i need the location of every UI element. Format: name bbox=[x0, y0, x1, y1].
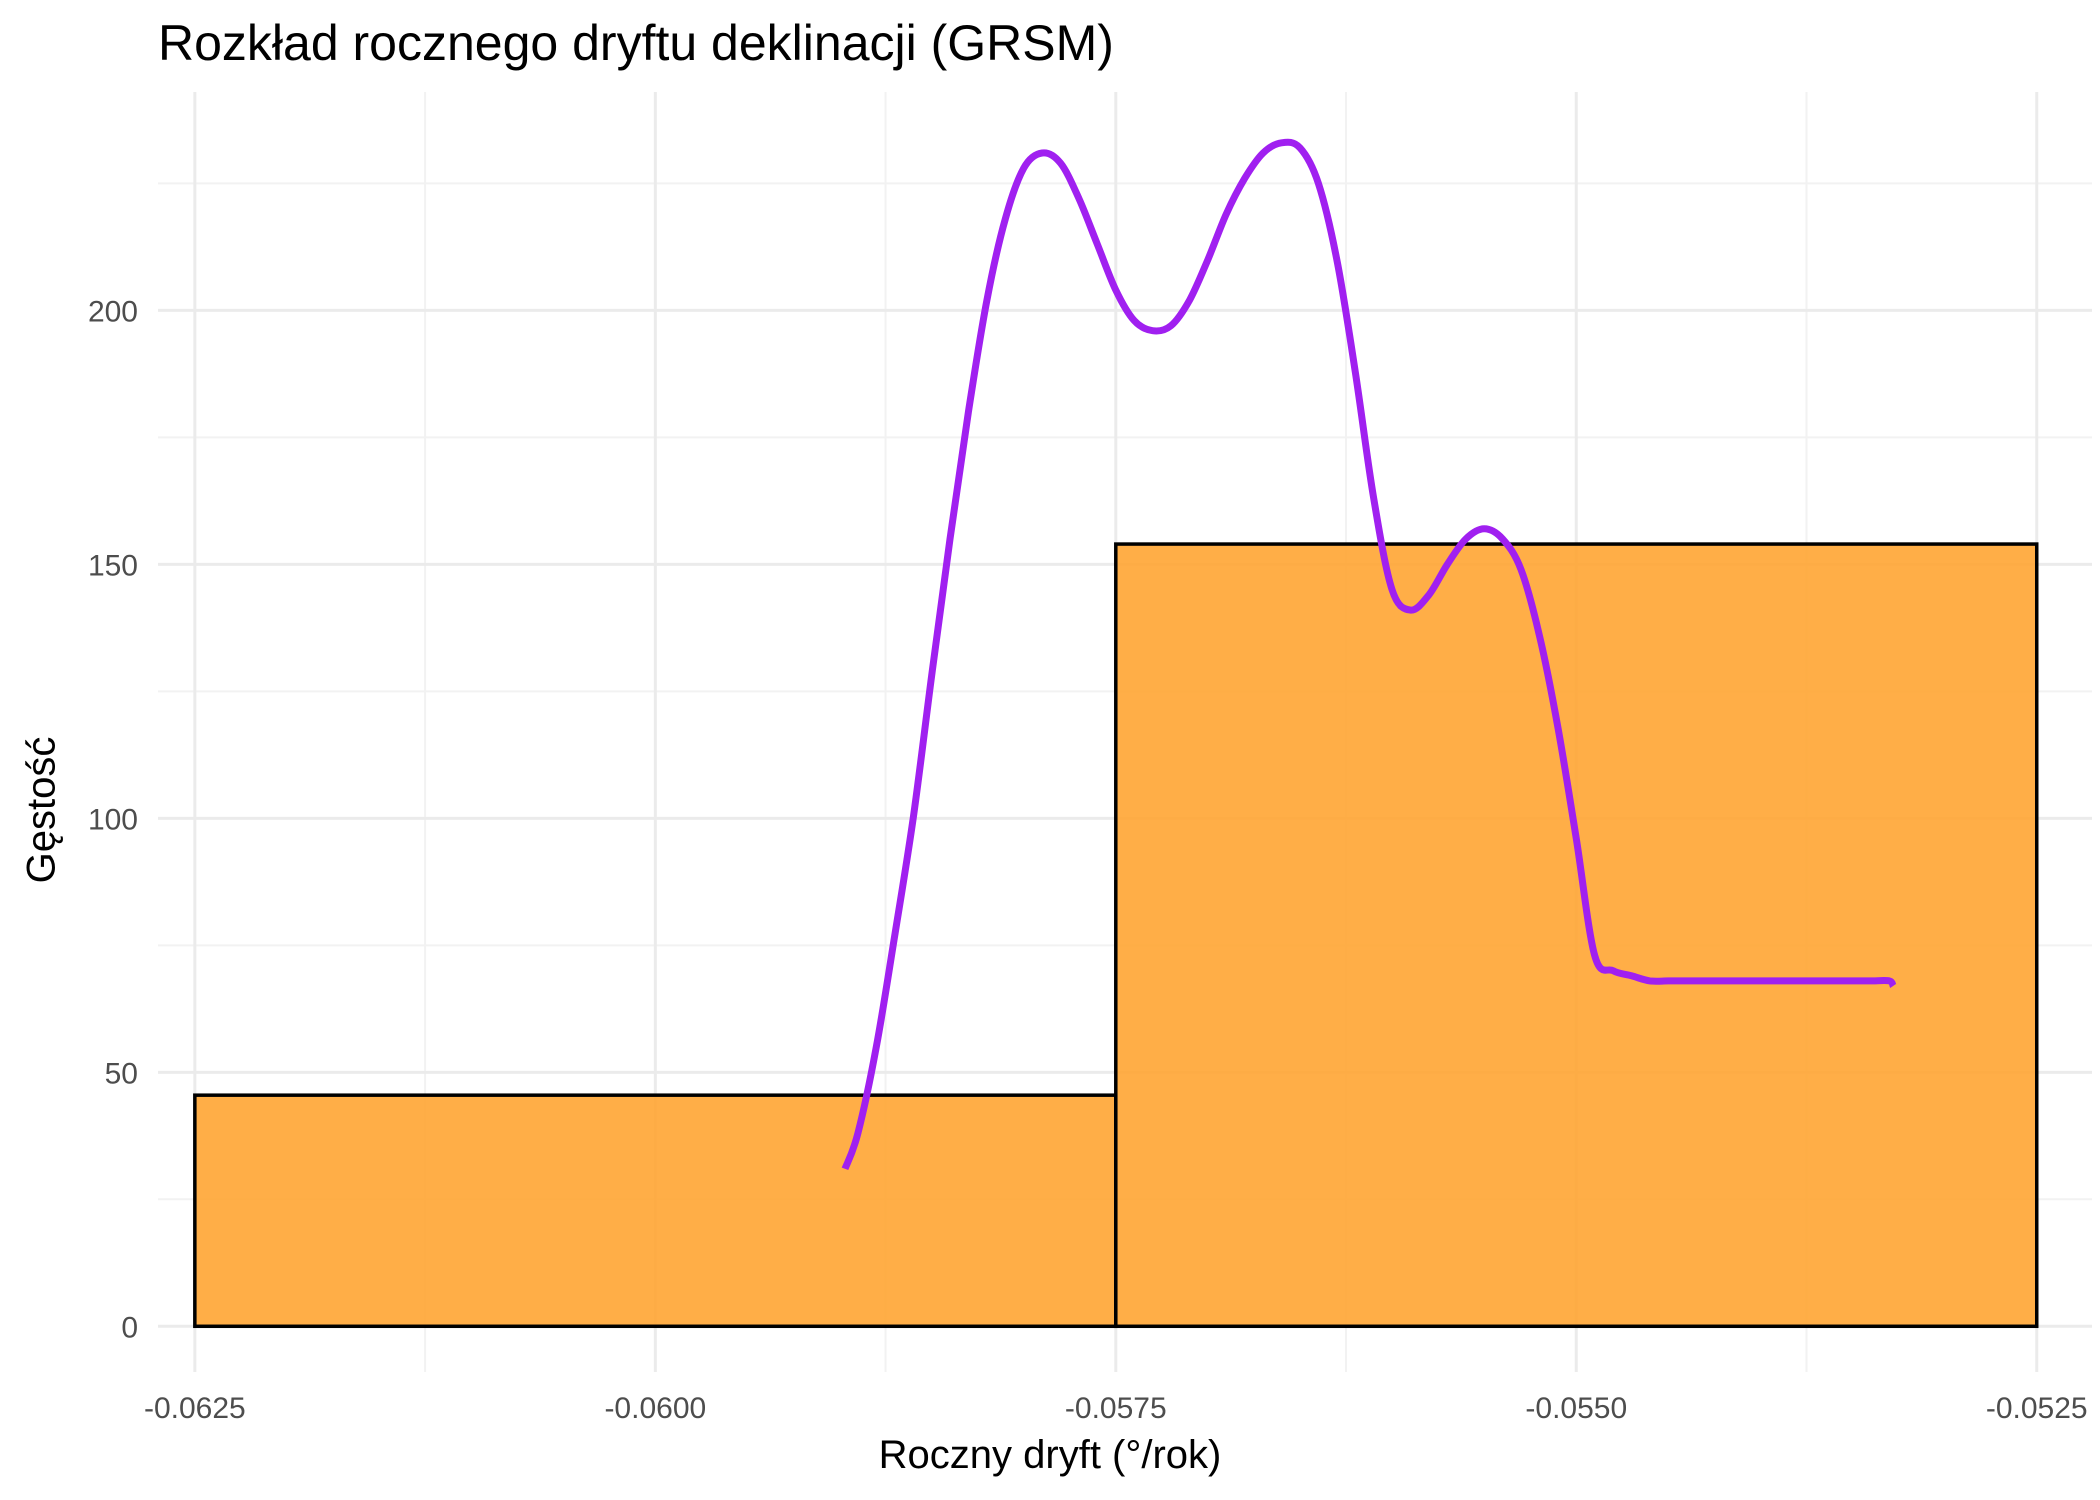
chart-title: Rozkład rocznego dryftu deklinacji (GRSM… bbox=[158, 15, 1114, 71]
y-tick-label: 0 bbox=[121, 1311, 138, 1344]
x-tick-label: -0.0525 bbox=[1986, 1392, 2088, 1425]
x-tick-label: -0.0550 bbox=[1525, 1392, 1627, 1425]
histogram-bar bbox=[193, 1093, 1118, 1329]
histogram-bar bbox=[1114, 542, 2039, 1329]
y-axis-title: Gęstość bbox=[19, 736, 64, 884]
y-tick-label: 50 bbox=[105, 1057, 138, 1090]
y-tick-label: 200 bbox=[88, 295, 138, 328]
y-tick-label: 100 bbox=[88, 803, 138, 836]
y-tick-label: 150 bbox=[88, 549, 138, 582]
density-curve bbox=[841, 138, 1897, 1171]
x-axis-title: Roczny dryft (°/rok) bbox=[878, 1433, 1222, 1477]
x-tick-label: -0.0575 bbox=[1065, 1392, 1167, 1425]
x-tick-label: -0.0625 bbox=[144, 1392, 246, 1425]
x-tick-label: -0.0600 bbox=[604, 1392, 706, 1425]
